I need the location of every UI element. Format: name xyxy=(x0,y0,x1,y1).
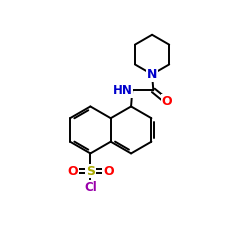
Text: O: O xyxy=(103,165,114,178)
Text: Cl: Cl xyxy=(84,181,97,194)
Text: HN: HN xyxy=(112,84,132,97)
Text: S: S xyxy=(86,165,95,178)
Text: N: N xyxy=(147,68,157,81)
Text: O: O xyxy=(162,95,172,108)
Text: O: O xyxy=(67,165,78,178)
